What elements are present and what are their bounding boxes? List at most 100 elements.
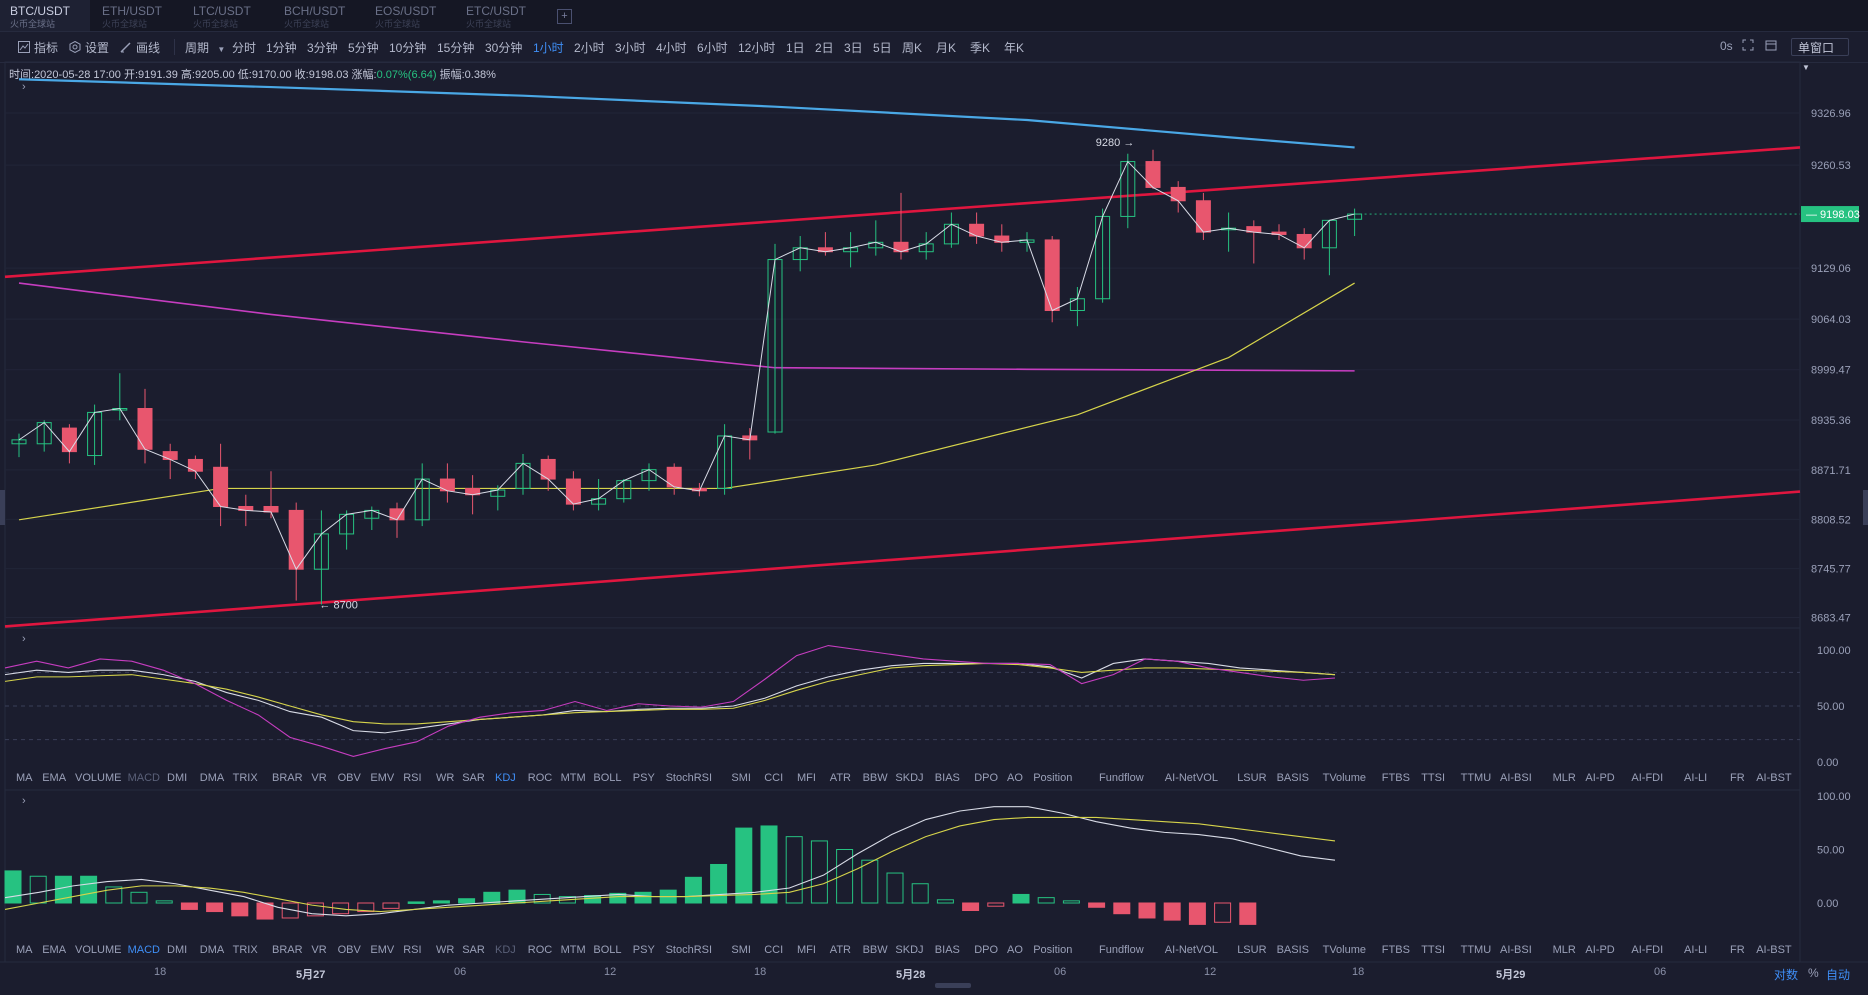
indicator-option-ai-li[interactable]: AI-LI <box>1684 944 1708 956</box>
indicator-option-brar[interactable]: BRAR <box>272 944 303 956</box>
log-scale-toggle[interactable]: 对数 <box>1774 968 1799 982</box>
indicator-option-skdj[interactable]: SKDJ <box>895 944 924 956</box>
indicator-option-ai-fdi[interactable]: AI-FDI <box>1631 772 1664 784</box>
indicator-option-ma[interactable]: MA <box>16 772 33 784</box>
indicator-option-ftbs[interactable]: FTBS <box>1381 772 1410 784</box>
indicator-option-atr[interactable]: ATR <box>829 772 851 784</box>
indicator-option-cci[interactable]: CCI <box>764 944 784 956</box>
indicator-option-obv[interactable]: OBV <box>337 944 361 956</box>
indicator-option-sar[interactable]: SAR <box>462 944 485 956</box>
indicator-option-emv[interactable]: EMV <box>370 944 395 956</box>
period-12[interactable]: 12小时 <box>738 41 776 55</box>
indicator-option-ai-li[interactable]: AI-LI <box>1684 772 1708 784</box>
indicator-option-ema[interactable]: EMA <box>42 944 67 956</box>
indicator-option-ai-netvol[interactable]: AI-NetVOL <box>1164 944 1218 956</box>
indicator-option-ttmu[interactable]: TTMU <box>1460 772 1492 784</box>
indicator-option-position[interactable]: Position <box>1033 944 1073 956</box>
indicator-option-vr[interactable]: VR <box>311 772 327 784</box>
indicator-option-ai-bsi[interactable]: AI-BSI <box>1500 772 1532 784</box>
indicator-option-stochrsi[interactable]: StochRSI <box>665 772 713 784</box>
draw-line-button[interactable]: 画线 <box>120 39 160 56</box>
period-15[interactable]: 3日 <box>844 41 863 55</box>
indicator-option-bias[interactable]: BIAS <box>934 944 960 956</box>
indicator-option-smi[interactable]: SMI <box>731 772 751 784</box>
indicator-option-ai-pd[interactable]: AI-PD <box>1585 772 1615 784</box>
period-8[interactable]: 2小时 <box>574 41 605 55</box>
period-5[interactable]: 15分钟 <box>437 41 475 55</box>
indicator-option-fundflow[interactable]: Fundflow <box>1099 772 1144 784</box>
period-7[interactable]: 1小时 <box>533 41 564 55</box>
period-16[interactable]: 5日 <box>873 41 892 55</box>
percent-scale-toggle[interactable]: % <box>1808 966 1819 980</box>
period-1[interactable]: 1分钟 <box>266 41 297 55</box>
indicator-option-skdj[interactable]: SKDJ <box>895 772 924 784</box>
indicator-option-boll[interactable]: BOLL <box>593 944 622 956</box>
indicator-option-fr[interactable]: FR <box>1730 772 1745 784</box>
indicator-option-trix[interactable]: TRIX <box>232 944 258 956</box>
auto-scale-toggle[interactable]: 自动 <box>1826 968 1851 982</box>
indicator-option-mlr[interactable]: MLR <box>1552 944 1576 956</box>
indicator-option-tvolume[interactable]: TVolume <box>1322 772 1367 784</box>
add-tab-button[interactable]: + <box>557 9 572 24</box>
tab-bch-usdt[interactable]: BCH/USDT 火币全球站 <box>274 0 364 31</box>
indicator-option-dpo[interactable]: DPO <box>974 944 999 956</box>
period-18[interactable]: 月K <box>936 41 957 55</box>
indicator-option-volume[interactable]: VOLUME <box>75 772 122 784</box>
indicator-option-dmi[interactable]: DMI <box>167 772 188 784</box>
indicator-option-ma[interactable]: MA <box>16 944 33 956</box>
period-13[interactable]: 1日 <box>786 41 805 55</box>
indicator-option-ai-fdi[interactable]: AI-FDI <box>1631 944 1664 956</box>
indicator-option-ai-pd[interactable]: AI-PD <box>1585 944 1615 956</box>
indicator-option-roc[interactable]: ROC <box>527 772 553 784</box>
period-6[interactable]: 30分钟 <box>485 41 523 55</box>
indicator-option-dma[interactable]: DMA <box>199 772 225 784</box>
indicator-option-psy[interactable]: PSY <box>632 944 655 956</box>
indicator-option-kdj[interactable]: KDJ <box>495 772 516 784</box>
indicator-option-bbw[interactable]: BBW <box>862 772 888 784</box>
indicator-option-wr[interactable]: WR <box>436 772 455 784</box>
indicator-option-ai-netvol[interactable]: AI-NetVOL <box>1164 772 1218 784</box>
indicator-option-bias[interactable]: BIAS <box>934 772 960 784</box>
indicator-option-fundflow[interactable]: Fundflow <box>1099 944 1144 956</box>
indicator-button[interactable]: 指标 <box>18 39 58 56</box>
indicator-option-roc[interactable]: ROC <box>527 944 553 956</box>
indicator-option-ema[interactable]: EMA <box>42 772 67 784</box>
indicator-option-lsur[interactable]: LSUR <box>1237 772 1267 784</box>
period-17[interactable]: 周K <box>902 41 923 55</box>
indicator-option-macd[interactable]: MACD <box>127 944 160 956</box>
tab-eos-usdt[interactable]: EOS/USDT 火币全球站 <box>365 0 455 31</box>
indicator-option-volume[interactable]: VOLUME <box>75 944 122 956</box>
indicator-option-wr[interactable]: WR <box>436 944 455 956</box>
indicator-option-mfi[interactable]: MFI <box>797 944 816 956</box>
period-14[interactable]: 2日 <box>815 41 834 55</box>
indicator-option-basis[interactable]: BASIS <box>1276 772 1309 784</box>
period-9[interactable]: 3小时 <box>615 41 646 55</box>
indicator-option-stochrsi[interactable]: StochRSI <box>665 944 713 956</box>
indicator-option-dmi[interactable]: DMI <box>167 944 188 956</box>
indicator-option-dma[interactable]: DMA <box>199 944 225 956</box>
period-3[interactable]: 5分钟 <box>348 41 379 55</box>
indicator-option-kdj[interactable]: KDJ <box>495 944 516 956</box>
indicator-option-ao[interactable]: AO <box>1007 944 1023 956</box>
indicator-option-brar[interactable]: BRAR <box>272 772 303 784</box>
indicator-option-ai-bst[interactable]: AI-BST <box>1756 772 1792 784</box>
indicator-option-position[interactable]: Position <box>1033 772 1073 784</box>
indicator-option-ttsi[interactable]: TTSI <box>1421 772 1446 784</box>
period-11[interactable]: 6小时 <box>697 41 728 55</box>
period-4[interactable]: 10分钟 <box>389 41 427 55</box>
tab-ltc-usdt[interactable]: LTC/USDT 火币全球站 <box>183 0 273 31</box>
indicator-option-mtm[interactable]: MTM <box>560 944 586 956</box>
indicator-option-emv[interactable]: EMV <box>370 772 395 784</box>
settings-button[interactable]: 设置 <box>69 39 109 56</box>
indicator-option-basis[interactable]: BASIS <box>1276 944 1309 956</box>
indicator-option-ai-bsi[interactable]: AI-BSI <box>1500 944 1532 956</box>
tab-etc-usdt[interactable]: ETC/USDT 火币全球站 <box>456 0 546 31</box>
indicator-option-rsi[interactable]: RSI <box>403 772 422 784</box>
indicator-option-trix[interactable]: TRIX <box>232 772 258 784</box>
indicator-option-psy[interactable]: PSY <box>632 772 655 784</box>
period-10[interactable]: 4小时 <box>656 41 687 55</box>
period-0[interactable]: 分时 <box>232 41 257 55</box>
indicator-option-dpo[interactable]: DPO <box>974 772 999 784</box>
period-dropdown[interactable]: 周期 ▼ <box>185 39 225 56</box>
